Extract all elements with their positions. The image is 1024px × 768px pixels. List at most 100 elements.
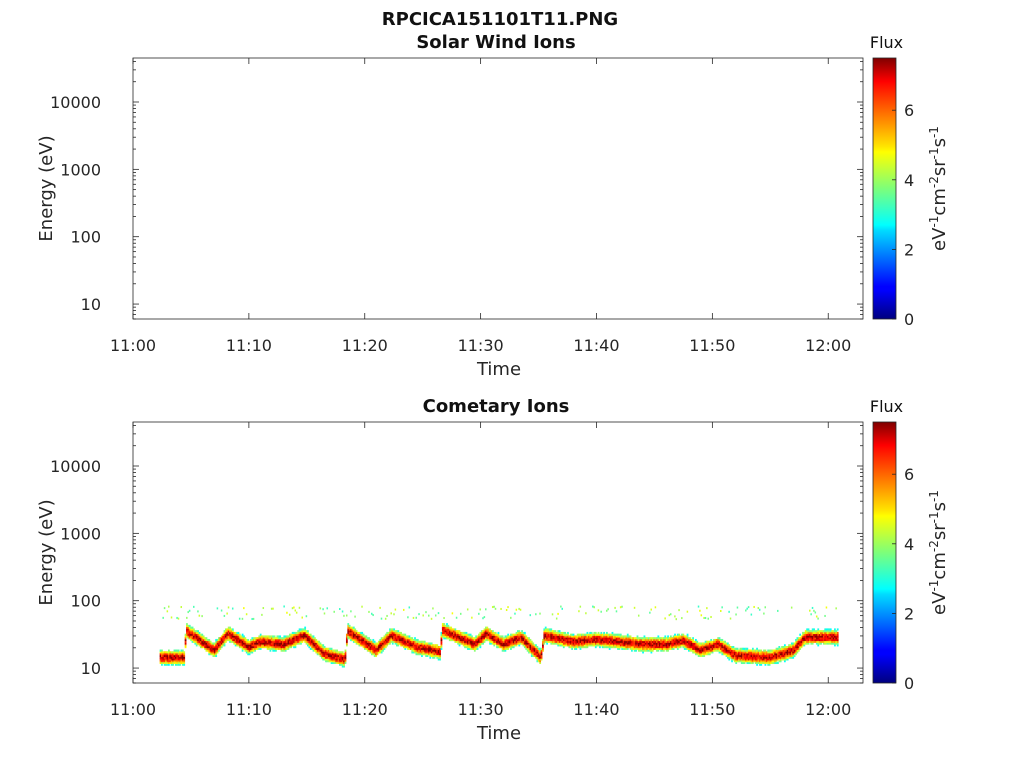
- spectrogram-cell: [199, 637, 202, 640]
- spectrogram-cell: [350, 635, 352, 638]
- spectrogram-cell: [193, 640, 195, 643]
- spectrogram-cell: [834, 644, 836, 647]
- spectrogram-cell: [284, 638, 287, 642]
- spectrogram-cell: [186, 635, 188, 638]
- spectrogram-cell: [352, 628, 355, 631]
- spectrogram-cell: [743, 653, 746, 656]
- spectrogram-cell: [279, 638, 282, 642]
- spectrogram-cell: [651, 649, 654, 652]
- spectrogram-cell: [700, 647, 703, 650]
- spectrogram-cell: [483, 630, 486, 633]
- spectrogram-cell: [453, 637, 455, 640]
- spectrogram-cell: [689, 642, 692, 645]
- spectrogram-cell: [291, 635, 294, 638]
- spectrogram-cell: [806, 630, 809, 633]
- spectrogram-cell: [177, 658, 180, 661]
- spectrogram-cell: [404, 633, 407, 636]
- spectrogram-cell: [745, 658, 747, 661]
- spectrogram-cell: [526, 649, 529, 652]
- spectrogram-cell: [587, 638, 590, 642]
- spectrogram-cell: [607, 640, 610, 643]
- spectrogram-cell: [199, 644, 202, 647]
- spectrogram-cell: [806, 628, 809, 631]
- spectrogram-cell: [475, 646, 478, 649]
- spectrogram-cell: [354, 631, 357, 635]
- spectrogram-cell: [600, 610, 602, 613]
- spectrogram-cell: [487, 631, 490, 635]
- spectrogram-cell: [656, 644, 658, 647]
- spectrogram-cell: [526, 644, 529, 647]
- spectrogram-cell: [622, 647, 625, 650]
- spectrogram-cell: [446, 623, 448, 626]
- spectrogram-cell: [774, 656, 777, 659]
- spectrogram-cell: [188, 609, 191, 612]
- spectrogram-cell: [244, 647, 247, 650]
- spectrogram-cell: [765, 653, 768, 656]
- spectrogram-cell: [626, 638, 629, 642]
- spectrogram-cell: [726, 644, 729, 647]
- spectrogram-cell: [760, 660, 763, 663]
- spectrogram-cell: [547, 628, 550, 631]
- spectrogram-cell: [683, 637, 686, 640]
- spectrogram-cell: [523, 633, 526, 636]
- spectrogram-cell: [187, 637, 190, 640]
- spectrogram-cell: [747, 649, 750, 652]
- spectrogram-cell: [739, 658, 742, 661]
- spectrogram-cell: [368, 642, 371, 645]
- spectrogram-cell: [807, 642, 810, 645]
- spectrogram-cell: [330, 649, 333, 652]
- spectrogram-cell: [503, 644, 505, 647]
- spectrogram-cell: [447, 633, 450, 636]
- spectrogram-cell: [678, 637, 681, 640]
- spectrogram-cell: [176, 660, 179, 663]
- spectrogram-cell: [180, 606, 183, 609]
- spectrogram-cell: [642, 647, 644, 650]
- spectrogram-cell: [316, 646, 319, 649]
- spectrogram-cell: [382, 638, 384, 642]
- spectrogram-cell: [714, 642, 717, 645]
- spectrogram-cell: [176, 656, 179, 659]
- spectrogram-cell: [351, 630, 354, 633]
- spectrogram-cell: [441, 633, 444, 636]
- spectrogram-cell: [713, 642, 715, 645]
- spectrogram-cell: [352, 626, 355, 629]
- spectrogram-cell: [611, 635, 614, 638]
- spectrogram-cell: [293, 606, 295, 609]
- spectrogram-cell: [165, 660, 167, 663]
- spectrogram-cell: [325, 651, 327, 654]
- spectrogram-cell: [354, 635, 357, 638]
- spectrogram-cell: [377, 642, 380, 645]
- spectrogram-cell: [176, 651, 179, 654]
- spectrogram-cell: [810, 631, 813, 635]
- spectrogram-cell: [262, 646, 265, 649]
- spectrogram-cell: [218, 646, 220, 649]
- spectrogram-cell: [731, 647, 733, 650]
- spectrogram-cell: [706, 642, 708, 645]
- spectrogram-cell: [707, 651, 710, 654]
- spectrogram-cell: [725, 653, 728, 656]
- spectrogram-cell: [213, 654, 216, 657]
- spectrogram-cell: [167, 656, 170, 659]
- spectrogram-cell: [318, 649, 320, 652]
- spectrogram-cell: [287, 646, 290, 649]
- spectrogram-cell: [247, 642, 250, 645]
- spectrogram-cell: [674, 615, 676, 618]
- spectrogram-cell: [173, 658, 176, 661]
- spectrogram-cell: [656, 642, 658, 645]
- spectrogram-cell: [486, 638, 489, 642]
- spectrogram-cell: [717, 642, 720, 645]
- spectrogram-cell: [248, 651, 251, 654]
- spectrogram-cell: [529, 646, 532, 649]
- spectrogram-cell: [689, 647, 692, 650]
- spectrogram-cell: [222, 638, 225, 642]
- spectrogram-cell: [754, 651, 757, 654]
- spectrogram-cell: [359, 640, 362, 643]
- spectrogram-cell: [515, 635, 518, 638]
- spectrogram-cell: [332, 658, 334, 661]
- spectrogram-cell: [275, 649, 277, 652]
- spectrogram-cell: [400, 644, 402, 647]
- spectrogram-cell: [792, 646, 795, 649]
- spectrogram-cell: [286, 642, 288, 645]
- spectrogram-cell: [473, 647, 476, 650]
- spectrogram-cell: [483, 633, 486, 636]
